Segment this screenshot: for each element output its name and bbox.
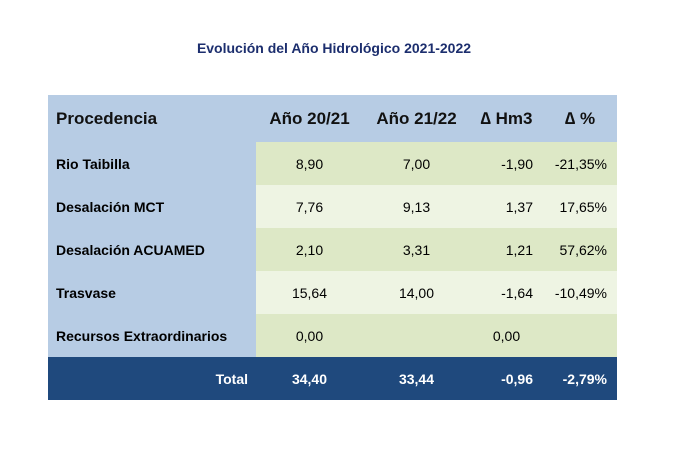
total-year-2122: 33,44 (363, 357, 470, 400)
header-delta-pct: ∆ % (543, 95, 617, 142)
table-row: Trasvase 15,64 14,00 -1,64 -10,49% (48, 271, 617, 314)
cell-delta-hm3: 0,00 (470, 314, 543, 357)
total-delta-pct: -2,79% (543, 357, 617, 400)
cell-year-2021: 15,64 (256, 271, 363, 314)
hydrological-year-table: Procedencia Año 20/21 Año 21/22 ∆ Hm3 ∆ … (48, 95, 617, 400)
cell-delta-pct: 17,65% (543, 185, 617, 228)
cell-year-2021: 0,00 (256, 314, 363, 357)
total-delta-hm3: -0,96 (470, 357, 543, 400)
table-title: Evolución del Año Hidrológico 2021-2022 (196, 40, 472, 56)
cell-year-2021: 8,90 (256, 142, 363, 185)
total-label: Total (48, 357, 256, 400)
header-row: Procedencia Año 20/21 Año 21/22 ∆ Hm3 ∆ … (48, 95, 617, 142)
table-row: Desalación ACUAMED 2,10 3,31 1,21 57,62% (48, 228, 617, 271)
total-row: Total 34,40 33,44 -0,96 -2,79% (48, 357, 617, 400)
cell-year-2122: 3,31 (363, 228, 470, 271)
cell-delta-hm3: 1,21 (470, 228, 543, 271)
row-label: Trasvase (48, 271, 256, 314)
table-row: Rio Taibilla 8,90 7,00 -1,90 -21,35% (48, 142, 617, 185)
header-year-2021: Año 20/21 (256, 95, 363, 142)
cell-year-2021: 7,76 (256, 185, 363, 228)
cell-year-2122: 9,13 (363, 185, 470, 228)
row-label: Recursos Extraordinarios (48, 314, 256, 357)
row-label: Desalación ACUAMED (48, 228, 256, 271)
cell-delta-hm3: 1,37 (470, 185, 543, 228)
table-row: Desalación MCT 7,76 9,13 1,37 17,65% (48, 185, 617, 228)
header-procedencia: Procedencia (48, 95, 256, 142)
cell-year-2122: 14,00 (363, 271, 470, 314)
header-delta-hm3: ∆ Hm3 (470, 95, 543, 142)
cell-delta-hm3: -1,90 (470, 142, 543, 185)
cell-year-2122: 7,00 (363, 142, 470, 185)
cell-delta-hm3: -1,64 (470, 271, 543, 314)
total-year-2021: 34,40 (256, 357, 363, 400)
cell-year-2122 (363, 314, 470, 357)
row-label: Rio Taibilla (48, 142, 256, 185)
cell-delta-pct: -21,35% (543, 142, 617, 185)
cell-delta-pct (543, 314, 617, 357)
cell-delta-pct: 57,62% (543, 228, 617, 271)
row-label: Desalación MCT (48, 185, 256, 228)
header-year-2122: Año 21/22 (363, 95, 470, 142)
table-row: Recursos Extraordinarios 0,00 0,00 (48, 314, 617, 357)
cell-delta-pct: -10,49% (543, 271, 617, 314)
cell-year-2021: 2,10 (256, 228, 363, 271)
